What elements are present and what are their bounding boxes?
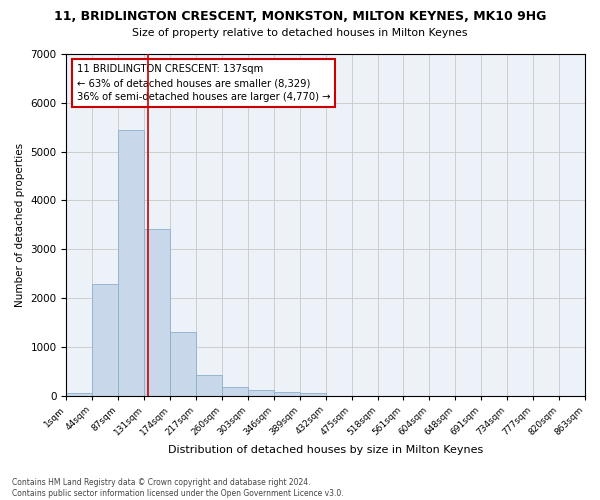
Bar — [92, 284, 118, 396]
Text: 11 BRIDLINGTON CRESCENT: 137sqm
← 63% of detached houses are smaller (8,329)
36%: 11 BRIDLINGTON CRESCENT: 137sqm ← 63% of… — [77, 64, 330, 102]
Bar — [144, 228, 170, 396]
Y-axis label: Number of detached properties: Number of detached properties — [15, 142, 25, 307]
Bar — [248, 390, 274, 396]
X-axis label: Distribution of detached houses by size in Milton Keynes: Distribution of detached houses by size … — [168, 445, 484, 455]
Text: 11, BRIDLINGTON CRESCENT, MONKSTON, MILTON KEYNES, MK10 9HG: 11, BRIDLINGTON CRESCENT, MONKSTON, MILT… — [54, 10, 546, 23]
Bar — [300, 394, 326, 396]
Text: Size of property relative to detached houses in Milton Keynes: Size of property relative to detached ho… — [132, 28, 468, 38]
Bar — [222, 387, 248, 396]
Bar — [170, 332, 196, 396]
Bar — [196, 375, 222, 396]
Bar — [67, 392, 92, 396]
Bar — [118, 130, 144, 396]
Text: Contains HM Land Registry data © Crown copyright and database right 2024.
Contai: Contains HM Land Registry data © Crown c… — [12, 478, 344, 498]
Bar — [274, 392, 300, 396]
